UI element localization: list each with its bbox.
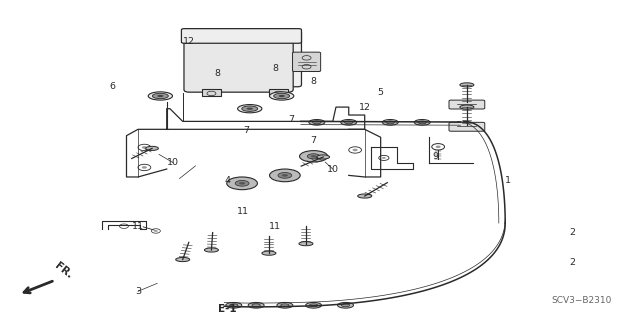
Ellipse shape xyxy=(277,302,293,308)
Ellipse shape xyxy=(340,120,356,125)
Ellipse shape xyxy=(262,251,276,255)
Ellipse shape xyxy=(230,304,238,307)
Circle shape xyxy=(382,157,386,159)
Ellipse shape xyxy=(313,121,321,124)
Text: 12: 12 xyxy=(183,38,195,47)
FancyBboxPatch shape xyxy=(191,31,301,87)
Ellipse shape xyxy=(274,93,290,99)
Text: E-1: E-1 xyxy=(218,304,237,315)
Text: 11: 11 xyxy=(269,222,282,231)
FancyBboxPatch shape xyxy=(292,52,321,71)
Text: SCV3−B2310: SCV3−B2310 xyxy=(552,296,612,305)
Ellipse shape xyxy=(226,302,242,308)
Text: 12: 12 xyxy=(358,103,371,112)
Text: 5: 5 xyxy=(378,88,383,97)
Ellipse shape xyxy=(344,121,353,124)
Ellipse shape xyxy=(227,177,257,190)
Ellipse shape xyxy=(309,120,324,125)
Ellipse shape xyxy=(358,194,372,198)
Text: 2: 2 xyxy=(569,258,575,267)
Ellipse shape xyxy=(239,182,245,185)
Ellipse shape xyxy=(252,304,260,307)
Ellipse shape xyxy=(157,95,164,97)
FancyBboxPatch shape xyxy=(449,122,484,131)
Text: 4: 4 xyxy=(225,176,230,185)
Circle shape xyxy=(154,230,158,232)
Text: 7: 7 xyxy=(244,126,250,135)
FancyBboxPatch shape xyxy=(449,100,484,109)
Ellipse shape xyxy=(152,93,168,99)
Ellipse shape xyxy=(269,92,294,100)
Ellipse shape xyxy=(278,95,285,97)
Ellipse shape xyxy=(460,105,474,109)
Ellipse shape xyxy=(299,241,313,246)
FancyBboxPatch shape xyxy=(269,89,288,96)
Ellipse shape xyxy=(269,169,300,182)
Text: 8: 8 xyxy=(215,69,221,78)
Ellipse shape xyxy=(242,106,258,111)
Ellipse shape xyxy=(337,302,353,308)
Text: 7: 7 xyxy=(288,115,294,124)
Ellipse shape xyxy=(307,154,320,159)
Text: 8: 8 xyxy=(310,77,317,86)
Circle shape xyxy=(436,145,441,148)
Text: 3: 3 xyxy=(135,287,141,296)
Ellipse shape xyxy=(246,108,253,110)
Text: 7: 7 xyxy=(310,136,317,145)
Ellipse shape xyxy=(204,248,218,252)
Ellipse shape xyxy=(418,121,426,124)
Ellipse shape xyxy=(341,304,349,307)
Ellipse shape xyxy=(235,181,249,186)
Circle shape xyxy=(142,166,147,169)
Text: 2: 2 xyxy=(569,228,575,237)
Ellipse shape xyxy=(281,304,289,307)
Ellipse shape xyxy=(248,302,264,308)
Ellipse shape xyxy=(300,151,328,162)
Ellipse shape xyxy=(382,120,398,125)
Ellipse shape xyxy=(148,92,173,100)
Ellipse shape xyxy=(414,120,430,125)
Ellipse shape xyxy=(311,155,316,158)
FancyBboxPatch shape xyxy=(202,89,221,96)
FancyBboxPatch shape xyxy=(181,29,301,43)
Ellipse shape xyxy=(310,304,318,307)
Text: 10: 10 xyxy=(327,165,339,174)
Ellipse shape xyxy=(237,105,262,113)
Text: 10: 10 xyxy=(167,158,179,167)
Ellipse shape xyxy=(386,121,394,124)
Ellipse shape xyxy=(306,302,321,308)
Text: 1: 1 xyxy=(506,176,511,185)
FancyBboxPatch shape xyxy=(184,40,293,92)
Ellipse shape xyxy=(278,173,292,178)
Text: 9: 9 xyxy=(432,152,438,161)
Text: 8: 8 xyxy=(272,64,278,73)
Text: 11: 11 xyxy=(132,222,144,231)
Ellipse shape xyxy=(460,83,474,87)
Ellipse shape xyxy=(146,146,159,151)
Ellipse shape xyxy=(282,174,288,177)
Text: FR.: FR. xyxy=(53,261,74,281)
Circle shape xyxy=(353,149,358,151)
Circle shape xyxy=(142,146,147,149)
Ellipse shape xyxy=(317,155,330,159)
Text: 6: 6 xyxy=(109,82,115,91)
Text: 11: 11 xyxy=(237,207,250,216)
Ellipse shape xyxy=(175,257,189,262)
